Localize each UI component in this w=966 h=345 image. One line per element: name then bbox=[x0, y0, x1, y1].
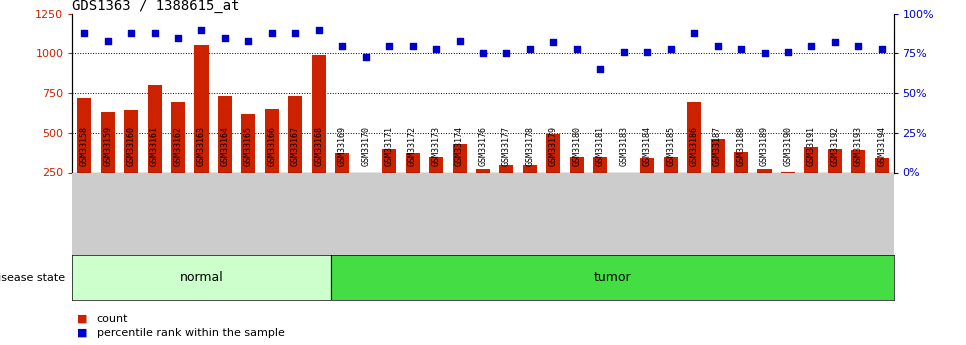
Bar bbox=[547, 135, 560, 212]
Text: ■: ■ bbox=[77, 328, 88, 338]
Point bbox=[452, 38, 468, 43]
Bar bbox=[805, 147, 818, 212]
Bar bbox=[148, 85, 161, 212]
Bar bbox=[640, 158, 654, 212]
Point bbox=[241, 38, 256, 43]
Bar bbox=[194, 45, 209, 212]
Point bbox=[217, 35, 233, 40]
Point bbox=[592, 67, 608, 72]
Point bbox=[170, 35, 185, 40]
Bar bbox=[499, 165, 514, 212]
Point bbox=[687, 30, 702, 36]
Point bbox=[382, 43, 397, 48]
Bar bbox=[523, 165, 537, 212]
Text: tumor: tumor bbox=[593, 271, 631, 284]
Point bbox=[334, 43, 350, 48]
Bar bbox=[828, 149, 842, 212]
Text: disease state: disease state bbox=[0, 273, 66, 283]
Bar bbox=[124, 110, 138, 212]
Point bbox=[264, 30, 279, 36]
Point bbox=[311, 27, 327, 32]
Point bbox=[546, 40, 561, 45]
Bar bbox=[330, 255, 894, 300]
Text: normal: normal bbox=[180, 271, 223, 284]
Point bbox=[147, 30, 162, 36]
Point bbox=[804, 43, 819, 48]
Bar bbox=[687, 102, 701, 212]
Point bbox=[781, 49, 796, 55]
Point bbox=[523, 46, 538, 51]
Bar bbox=[171, 102, 185, 212]
Point bbox=[733, 46, 749, 51]
Bar bbox=[242, 114, 255, 212]
Text: count: count bbox=[97, 314, 128, 324]
Bar bbox=[875, 158, 889, 212]
Bar bbox=[851, 150, 866, 212]
Point bbox=[288, 30, 303, 36]
Bar bbox=[452, 144, 467, 212]
Point bbox=[663, 46, 678, 51]
Point bbox=[639, 49, 655, 55]
Bar bbox=[383, 149, 396, 212]
Text: ■: ■ bbox=[77, 314, 88, 324]
Bar bbox=[734, 152, 748, 212]
Text: percentile rank within the sample: percentile rank within the sample bbox=[97, 328, 284, 338]
Bar bbox=[781, 172, 795, 212]
Point bbox=[405, 43, 420, 48]
Bar bbox=[570, 157, 583, 212]
Point bbox=[76, 30, 92, 36]
Bar bbox=[757, 169, 772, 212]
Point bbox=[428, 46, 443, 51]
Point bbox=[99, 38, 115, 43]
Bar bbox=[476, 169, 490, 212]
Bar bbox=[218, 96, 232, 212]
Bar bbox=[72, 255, 330, 300]
Point bbox=[710, 43, 725, 48]
Point bbox=[874, 46, 890, 51]
Bar bbox=[335, 152, 350, 212]
Point bbox=[124, 30, 139, 36]
Point bbox=[851, 43, 867, 48]
Bar bbox=[312, 55, 326, 212]
Point bbox=[498, 51, 514, 56]
Point bbox=[827, 40, 842, 45]
Point bbox=[194, 27, 210, 32]
Bar bbox=[77, 98, 91, 212]
Bar bbox=[265, 109, 279, 212]
Bar bbox=[288, 96, 302, 212]
Point bbox=[475, 51, 491, 56]
Bar bbox=[429, 157, 443, 212]
Bar bbox=[406, 154, 419, 212]
Bar bbox=[664, 157, 678, 212]
Point bbox=[569, 46, 584, 51]
Bar bbox=[616, 178, 631, 212]
Point bbox=[756, 51, 772, 56]
Point bbox=[616, 49, 632, 55]
Bar bbox=[100, 112, 115, 212]
Bar bbox=[711, 139, 724, 212]
Point bbox=[358, 54, 374, 59]
Bar bbox=[593, 157, 608, 212]
Bar bbox=[358, 172, 373, 212]
Text: GDS1363 / 1388615_at: GDS1363 / 1388615_at bbox=[72, 0, 240, 13]
